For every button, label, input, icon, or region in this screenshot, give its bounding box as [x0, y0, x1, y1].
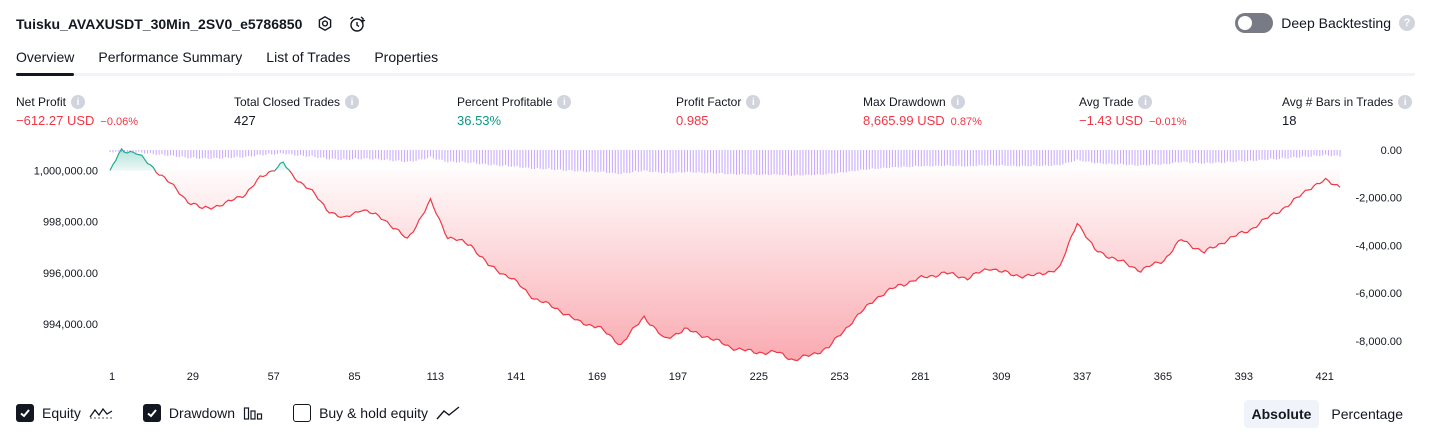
deep-backtesting: Deep Backtesting ?	[1235, 13, 1415, 33]
drawdown-bars-icon	[243, 405, 263, 421]
x-axis-tick: 421	[1315, 371, 1333, 383]
settings-icon[interactable]	[316, 15, 334, 33]
x-axis-tick: 309	[992, 371, 1010, 383]
help-icon[interactable]: ?	[1399, 15, 1415, 31]
metric-percent: 0.87%	[950, 116, 982, 128]
metrics-row: Net Profit i −612.27 USD −0.06% Total Clos…	[16, 94, 1415, 134]
metric-avg-trade: Avg Trade i −1.43 USD −0.01%	[1079, 94, 1187, 128]
metric-percent-profitable: Percent Profitable i 36.53%	[457, 94, 572, 128]
mode-percentage[interactable]: Percentage	[1331, 406, 1403, 422]
metric-value: 427	[234, 113, 256, 128]
legend-label: Buy & hold equity	[319, 405, 429, 421]
toggle-knob	[1238, 16, 1253, 30]
x-axis-tick: 337	[1073, 371, 1091, 383]
x-axis-tick: 29	[187, 371, 199, 383]
x-axis-tick: 85	[348, 371, 360, 383]
metric-profit-factor: Profit Factor i 0.985	[676, 94, 761, 128]
buy-hold-line-icon	[436, 405, 460, 421]
info-icon[interactable]: i	[1398, 95, 1413, 109]
metric-label: Max Drawdown	[863, 95, 946, 109]
equity-line-icon	[89, 405, 113, 421]
right-axis-tick: -4,000.00	[1356, 240, 1402, 252]
right-axis-tick: -8,000.00	[1356, 336, 1402, 348]
left-axis-tick: 994,000.00	[43, 319, 98, 331]
x-axis-tick: 393	[1235, 371, 1253, 383]
info-icon[interactable]: i	[557, 95, 572, 109]
metric-value: −1.43 USD	[1079, 113, 1143, 128]
x-axis-tick: 1	[109, 371, 115, 383]
right-axis: 0.00 -2,000.00 -4,000.00 -6,000.00 -8,000.00	[1356, 145, 1402, 348]
checkbox-unchecked[interactable]	[293, 404, 312, 422]
x-axis: 1 29 57 85 113 141 169 197 225 253 281 309 337 365 393…	[109, 371, 1334, 383]
equity-drawdown-chart[interactable]: 1,000,000.00 998,000.00 996,000.00 994,000.…	[0, 140, 1431, 390]
right-axis-tick: 0.00	[1381, 145, 1402, 157]
x-axis-tick: 281	[911, 371, 929, 383]
legend-label: Drawdown	[168, 405, 236, 421]
metric-label: Avg # Bars in Trades	[1282, 95, 1394, 109]
metric-label: Net Profit	[16, 95, 67, 109]
x-axis-tick: 225	[750, 371, 768, 383]
metric-value: 36.53%	[457, 113, 502, 128]
metric-value: 0.985	[676, 113, 709, 128]
x-axis-tick: 365	[1154, 371, 1172, 383]
drawdown-bars	[109, 150, 1341, 176]
right-axis-tick: -6,000.00	[1356, 288, 1402, 300]
metric-net-profit: Net Profit i −612.27 USD −0.06%	[16, 94, 138, 128]
equity-area-below	[110, 170, 1340, 361]
checkbox-checked[interactable]	[16, 404, 34, 422]
equity-area	[110, 148, 1340, 361]
metric-label: Total Closed Trades	[234, 95, 341, 109]
tab-overview[interactable]: Overview	[16, 44, 75, 76]
equity-line-below	[110, 170, 1341, 362]
chart-legend: Equity Drawdown Buy & hold equity	[16, 404, 490, 422]
info-icon[interactable]: i	[71, 95, 86, 109]
strategy-title: Tuisku_AVAXUSDT_30Min_2SV0_e5786850	[16, 16, 303, 32]
metric-total-closed-trades: Total Closed Trades i 427	[234, 94, 360, 128]
scale-mode-switch: Absolute Percentage	[1243, 400, 1412, 428]
metric-value: 18	[1282, 113, 1297, 128]
x-axis-tick: 57	[268, 371, 280, 383]
metric-label: Percent Profitable	[457, 95, 553, 109]
x-axis-tick: 113	[427, 371, 445, 383]
tab-bar: Overview Performance Summary List of Tra…	[16, 44, 1415, 76]
left-axis-tick: 996,000.00	[43, 268, 98, 280]
deep-backtesting-toggle[interactable]	[1235, 13, 1274, 33]
tab-properties[interactable]: Properties	[374, 49, 439, 65]
strategy-header: Tuisku_AVAXUSDT_30Min_2SV0_e5786850	[16, 12, 366, 36]
equity-line	[109, 147, 1341, 362]
left-axis-tick: 998,000.00	[43, 217, 98, 229]
checkbox-checked[interactable]	[142, 404, 161, 422]
mode-absolute[interactable]: Absolute	[1243, 400, 1320, 428]
legend-label: Equity	[42, 405, 81, 421]
x-axis-tick: 141	[507, 371, 525, 383]
metric-value: 8,665.99 USD	[863, 113, 945, 128]
metric-value: −612.27 USD	[16, 113, 95, 128]
metric-percent: −0.06%	[100, 116, 139, 128]
left-axis-tick: 1,000,000.00	[34, 165, 98, 177]
metric-percent: −0.01%	[1148, 116, 1187, 128]
legend-equity[interactable]: Equity	[16, 404, 113, 422]
legend-drawdown[interactable]: Drawdown	[142, 404, 263, 422]
legend-buy-hold-equity[interactable]: Buy & hold equity	[293, 404, 460, 422]
metric-max-drawdown: Max Drawdown i 8,665.99 USD 0.87%	[863, 94, 982, 128]
deep-backtesting-label: Deep Backtesting	[1281, 15, 1391, 31]
left-axis: 1,000,000.00 998,000.00 996,000.00 994,000.…	[34, 165, 98, 331]
right-axis-tick: -2,000.00	[1356, 193, 1402, 205]
x-axis-tick: 253	[830, 371, 848, 383]
tab-list-of-trades[interactable]: List of Trades	[266, 49, 351, 65]
info-icon[interactable]: i	[345, 95, 360, 109]
alert-clock-icon[interactable]	[348, 15, 366, 33]
info-icon[interactable]: i	[746, 95, 761, 109]
metric-avg-bars-in-trades: Avg # Bars in Trades i 18	[1282, 94, 1413, 128]
metric-label: Avg Trade	[1079, 95, 1134, 109]
info-icon[interactable]: i	[1138, 95, 1153, 109]
tab-performance-summary[interactable]: Performance Summary	[98, 49, 243, 65]
x-axis-tick: 197	[669, 371, 687, 383]
info-icon[interactable]: i	[950, 95, 965, 109]
metric-label: Profit Factor	[676, 95, 742, 109]
x-axis-tick: 169	[588, 371, 606, 383]
